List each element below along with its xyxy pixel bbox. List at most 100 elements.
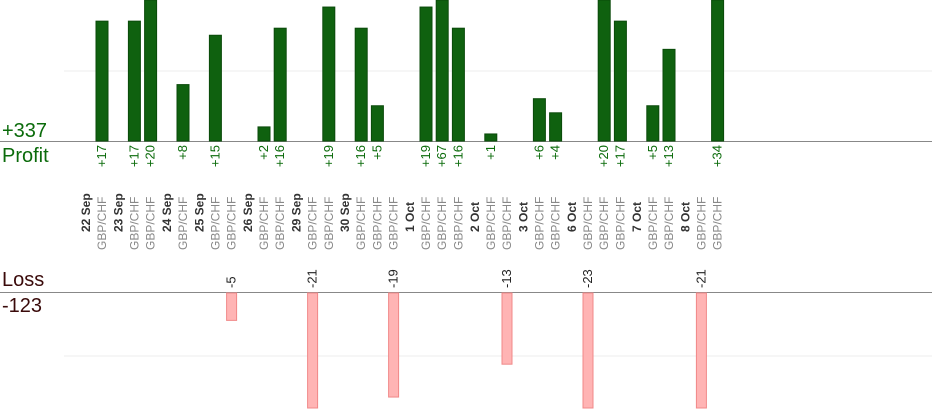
pair-label: GBP/CHF [208,197,222,250]
pair-label: GBP/CHF [581,197,595,250]
date-label: 25 Sep [192,193,206,232]
profit-value-label: +16 [450,145,465,167]
profit-value-label: +19 [321,145,336,167]
loss-value-label: -21 [305,269,320,288]
pair-label: GBP/CHF [435,197,449,250]
loss-label: Loss [2,269,44,291]
loss-bar [307,292,319,409]
profit-bar [419,6,433,142]
date-label: 22 Sep [79,193,93,232]
profit-total: +337 [2,120,47,142]
date-label: 23 Sep [111,193,125,232]
profit-value-label: +15 [207,145,222,167]
profit-bar [435,0,449,142]
pair-label: GBP/CHF [257,197,271,250]
profit-bar [711,0,725,142]
profit-bar [144,0,158,142]
pair-label: GBP/CHF [711,197,725,250]
pair-label: GBP/CHF [694,197,708,250]
profit-bar [646,105,660,142]
profit-label: Profit [2,145,49,167]
date-label: 8 Oct [678,202,692,232]
loss-bar [582,292,594,409]
loss-value-label: -5 [224,276,239,288]
profit-value-label: +6 [531,145,546,160]
trade-labels: 22 Sep GBP/CHF +17 23 Sep GBP/CHF +17 GBP/CHF +… [79,145,725,288]
date-label: 7 Oct [630,202,644,232]
profit-value-label: +17 [94,145,109,167]
profit-bar [354,27,368,142]
profit-bar [532,98,546,142]
profit-value-label: +16 [272,145,287,167]
profit-bar [613,20,627,142]
profit-value-label: +67 [434,145,449,167]
profit-value-label: +20 [596,145,611,167]
date-label: 1 Oct [403,202,417,232]
date-label: 3 Oct [516,202,530,232]
profit-bar [176,84,190,142]
loss-bar [226,292,238,321]
profit-value-label: +5 [645,145,660,160]
date-label: 29 Sep [290,193,304,232]
loss-value-label: -13 [499,269,514,288]
date-label: 6 Oct [565,202,579,232]
pair-label: GBP/CHF [322,197,336,250]
pair-label: GBP/CHF [306,197,320,250]
profit-value-label: +34 [710,145,725,167]
profit-bar [451,27,465,142]
profit-bar [95,20,109,142]
pair-label: GBP/CHF [597,197,611,250]
trade-bars [95,0,725,409]
loss-bar [501,292,513,365]
profit-value-label: +2 [256,145,271,160]
pair-label: GBP/CHF [176,197,190,250]
pair-label: GBP/CHF [484,197,498,250]
loss-value-label: -23 [580,269,595,288]
pair-label: GBP/CHF [387,197,401,250]
loss-value-label: -21 [693,269,708,288]
loss-bar [388,292,400,398]
loss-total: -123 [2,295,42,317]
pair-label: GBP/CHF [370,197,384,250]
profit-value-label: +19 [418,145,433,167]
profit-bar [370,105,384,142]
pair-label: GBP/CHF [549,197,563,250]
pair-label: GBP/CHF [354,197,368,250]
profit-value-label: +20 [143,145,158,167]
profit-bar [484,133,498,142]
pair-label: GBP/CHF [532,197,546,250]
pair-label: GBP/CHF [500,197,514,250]
date-label: 26 Sep [241,193,255,232]
profit-value-label: +16 [353,145,368,167]
pair-label: GBP/CHF [613,197,627,250]
pair-label: GBP/CHF [646,197,660,250]
profit-bar [597,0,611,142]
pair-label: GBP/CHF [451,197,465,250]
profit-value-label: +4 [548,145,563,160]
pair-label: GBP/CHF [144,197,158,250]
pair-label: GBP/CHF [419,197,433,250]
profit-bar [322,6,336,142]
profit-bar [127,20,141,142]
profit-value-label: +5 [369,145,384,160]
profit-bar [208,34,222,142]
profit-value-label: +1 [483,145,498,160]
profit-bar [662,48,676,142]
pair-label: GBP/CHF [127,197,141,250]
date-label: 30 Sep [338,193,352,232]
profit-value-label: +17 [612,145,627,167]
loss-bar [695,292,707,409]
pair-label: GBP/CHF [95,197,109,250]
profit-bar [273,27,287,142]
pair-label: GBP/CHF [225,197,239,250]
date-label: 24 Sep [160,193,174,232]
pair-label: GBP/CHF [273,197,287,250]
date-label: 2 Oct [468,202,482,232]
profit-bar [549,112,563,142]
profit-value-label: +8 [175,145,190,160]
loss-value-label: -19 [386,269,401,288]
profit-bar [257,126,271,142]
profit-value-label: +17 [126,145,141,167]
pair-label: GBP/CHF [662,197,676,250]
